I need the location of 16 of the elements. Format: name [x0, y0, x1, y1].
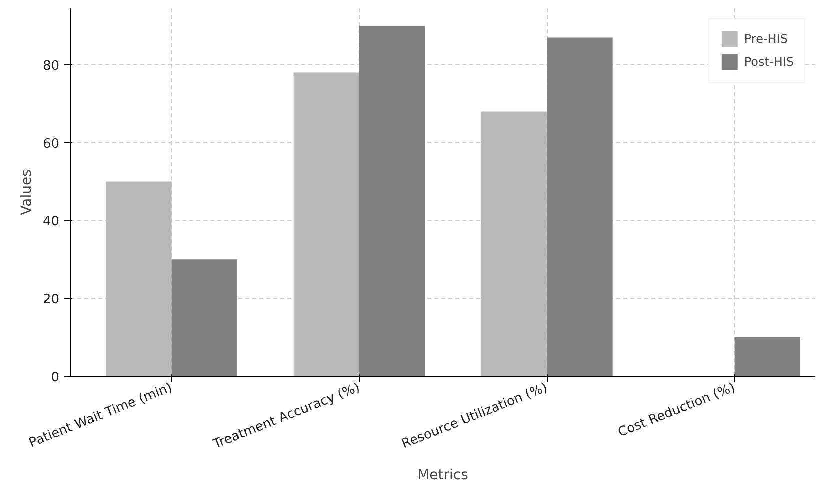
bar	[547, 38, 613, 376]
bar	[734, 338, 800, 376]
legend-label: Pre-HIS	[744, 32, 788, 46]
y-axis-title: Values	[18, 170, 35, 216]
bar	[106, 182, 172, 376]
y-tick-label: 20	[42, 292, 60, 308]
y-tick-label: 0	[51, 370, 60, 386]
y-tick-label: 40	[42, 214, 60, 230]
bar	[359, 26, 426, 376]
bar	[294, 72, 360, 376]
y-tick-label: 80	[42, 58, 60, 74]
y-tick-label: 60	[42, 136, 60, 152]
legend-label: Post-HIS	[744, 55, 794, 69]
bar	[481, 112, 548, 376]
x-axis-title: Metrics	[418, 467, 468, 484]
bar	[172, 260, 238, 376]
